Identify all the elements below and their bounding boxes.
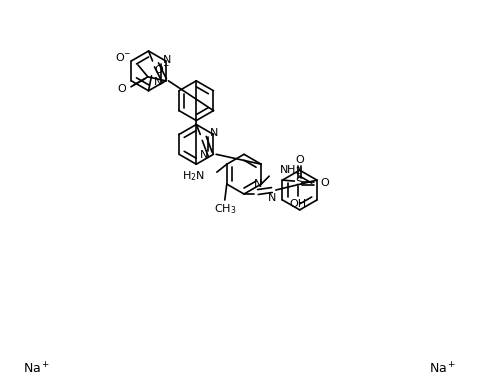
Text: N: N [200, 150, 208, 160]
Text: S: S [294, 177, 301, 187]
Text: OH: OH [289, 199, 306, 209]
Text: N: N [253, 179, 262, 189]
Text: N: N [154, 77, 162, 87]
Text: Na$^+$: Na$^+$ [23, 361, 50, 377]
Text: N: N [162, 55, 170, 65]
Text: H$_2$N: H$_2$N [182, 169, 204, 183]
Text: CH$_3$: CH$_3$ [213, 202, 236, 216]
Text: O$^{-}$: O$^{-}$ [153, 63, 170, 75]
Text: NH$_2$: NH$_2$ [279, 163, 301, 177]
Text: O: O [117, 84, 126, 94]
Text: N: N [267, 193, 275, 203]
Text: O$^{-}$: O$^{-}$ [115, 51, 132, 63]
Text: Na$^+$: Na$^+$ [428, 361, 455, 377]
Text: O: O [320, 178, 328, 188]
Text: N: N [210, 129, 218, 138]
Text: O: O [294, 155, 303, 165]
